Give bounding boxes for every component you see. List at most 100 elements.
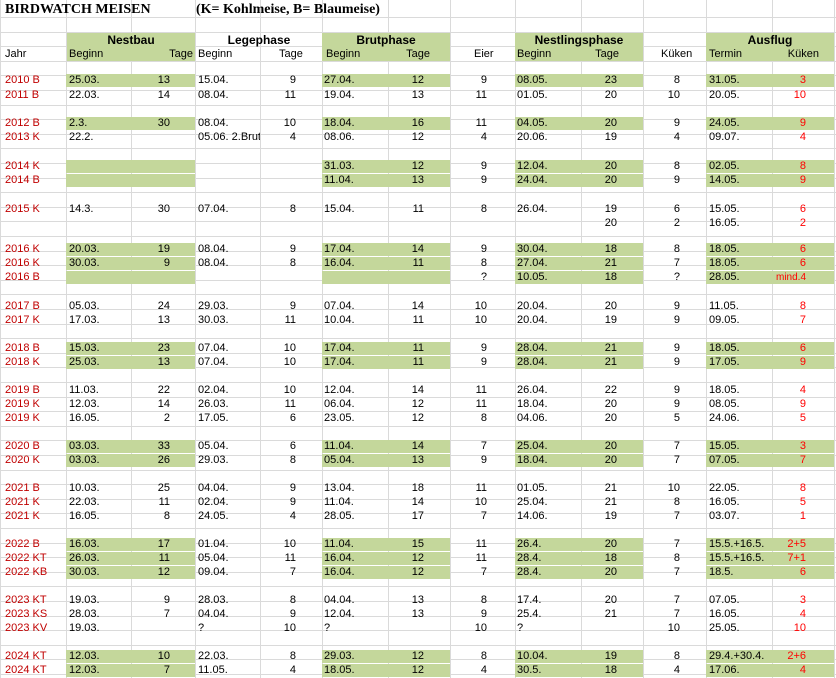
cell-lpt[interactable]: 11 [284, 552, 296, 564]
cell-lpt[interactable] [260, 174, 296, 187]
cell-nb[interactable]: 12.03. [69, 650, 100, 662]
cell-k[interactable]: 9 [673, 398, 680, 410]
cell-lpt[interactable]: 8 [289, 203, 296, 215]
cell-k[interactable]: 9 [673, 342, 680, 354]
cell-year[interactable]: 2023 KV [5, 622, 48, 634]
table-row[interactable]: 2021 K 22.03. 11 02.04. 9 11.04. 14 10 25.04. 21 8… [0, 496, 836, 509]
cell-bp[interactable]: 18.05. [324, 664, 355, 676]
cell-eier[interactable]: 10 [474, 300, 487, 312]
cell-np[interactable]: 28.04. [517, 356, 548, 368]
cell-eier[interactable]: 8 [480, 203, 487, 215]
cell-year[interactable]: 2022 KT [5, 552, 47, 564]
cell-lpt[interactable]: 9 [289, 482, 296, 494]
cell-bpt[interactable]: 11 [412, 257, 424, 269]
cell-ak[interactable]: 2+6 [787, 650, 806, 662]
cell-lp[interactable]: 05.04. [198, 552, 229, 564]
cell-lpt[interactable]: 10 [283, 342, 296, 354]
table-row[interactable]: 2024 KT 12.03. 7 11.05. 4 18.05. 12 4 30.5. 18 4 17… [0, 664, 836, 677]
cell-nbt[interactable] [131, 174, 170, 187]
cell-eier[interactable]: 7 [480, 440, 487, 452]
cell-year[interactable]: 2019 K [5, 398, 40, 410]
cell-termin[interactable]: 11.05. [709, 300, 739, 312]
cell-k[interactable]: 5 [673, 412, 680, 424]
cell-k[interactable]: 10 [667, 89, 680, 101]
cell-year[interactable] [5, 217, 65, 230]
cell-np[interactable]: 17.4. [517, 594, 542, 606]
cell-np[interactable]: 01.05. [517, 89, 548, 101]
cell-ak[interactable]: 10 [793, 89, 806, 101]
cell-bpt[interactable]: 13 [411, 174, 424, 186]
cell-year[interactable]: 2016 K [5, 257, 40, 269]
cell-ak[interactable]: 9 [799, 174, 806, 186]
cell-nb[interactable] [69, 217, 131, 230]
header-nestlingsphase[interactable]: Nestlingsphase [515, 33, 643, 47]
table-row[interactable]: 2017 B 05.03. 24 29.03. 9 07.04. 14 10 20.04. 20 9… [0, 300, 836, 313]
cell-nb[interactable]: 19.03. [69, 622, 100, 634]
cell-termin[interactable]: 25.05. [709, 622, 740, 634]
table-row[interactable]: 2016 K 20.03. 19 08.04. 9 17.04. 14 9 30.04. 18 8 1… [0, 243, 836, 256]
cell-np[interactable]: 20.06. [517, 131, 548, 143]
cell-k[interactable]: 9 [673, 356, 680, 368]
table-row[interactable]: 2016 K 30.03. 9 08.04. 8 16.04. 11 8 27.04. 21 7 18… [0, 257, 836, 270]
cell-npt[interactable]: 20 [604, 538, 617, 550]
cell-bp[interactable]: 18.04. [324, 117, 355, 129]
cell-nb[interactable]: 22.03. [69, 89, 100, 101]
cell-lpt[interactable]: 11 [284, 398, 296, 410]
cell-npt[interactable]: 20 [604, 117, 617, 129]
cell-npt[interactable]: 21 [604, 356, 617, 368]
cell-bpt[interactable]: 18 [411, 482, 424, 494]
cell-ak[interactable]: 6 [799, 243, 806, 255]
cell-bpt[interactable]: 12 [411, 398, 424, 410]
cell-bp[interactable] [324, 217, 388, 230]
cell-npt[interactable]: 18 [604, 243, 617, 255]
cell-nb[interactable] [69, 174, 131, 187]
cell-np[interactable]: ? [517, 622, 524, 634]
cell-nb[interactable]: 15.03. [69, 342, 100, 354]
cell-npt[interactable]: 21 [604, 257, 617, 269]
cell-nb[interactable] [69, 271, 131, 284]
cell-np[interactable]: 04.05. [517, 117, 548, 129]
cell-termin[interactable]: 20.05. [709, 89, 740, 101]
cell-termin[interactable]: 17.05. [709, 356, 740, 368]
cell-nb[interactable]: 16.03. [69, 538, 100, 550]
cell-npt[interactable]: 18 [604, 664, 617, 676]
cell-lpt[interactable]: 4 [289, 664, 296, 676]
cell-bp[interactable]: 08.06. [324, 131, 355, 143]
cell-nbt[interactable] [131, 217, 170, 230]
cell-nbt[interactable]: 13 [157, 74, 170, 86]
cell-nb[interactable]: 12.03. [69, 664, 100, 676]
cell-lp[interactable]: 30.03. [198, 314, 229, 326]
cell-nbt[interactable]: 30 [157, 117, 170, 129]
cell-nbt[interactable] [131, 271, 170, 284]
cell-bp[interactable]: 16.04. [324, 257, 355, 269]
cell-termin[interactable]: 07.05. [709, 594, 740, 606]
cell-npt[interactable]: 21 [604, 342, 617, 354]
cell-eier[interactable]: 9 [480, 74, 487, 86]
cell-np[interactable]: 08.05. [517, 74, 548, 86]
cell-npt[interactable]: 19 [604, 314, 617, 326]
cell-np[interactable]: 24.04. [517, 174, 548, 186]
cell-k[interactable]: 7 [673, 454, 680, 466]
cell-year[interactable]: 2019 K [5, 412, 40, 424]
cell-ak[interactable]: 6 [799, 257, 806, 269]
cell-k[interactable]: 8 [673, 160, 680, 172]
cell-lpt[interactable]: 10 [283, 538, 296, 550]
cell-npt[interactable]: 18 [604, 271, 617, 283]
cell-bp[interactable]: 27.04. [324, 74, 355, 86]
cell-nb[interactable]: 03.03. [69, 454, 100, 466]
cell-year[interactable]: 2022 B [5, 538, 40, 550]
cell-year[interactable]: 2017 K [5, 314, 40, 326]
cell-lpt[interactable]: 9 [289, 74, 296, 86]
cell-nbt[interactable]: 33 [157, 440, 170, 452]
cell-nb[interactable] [69, 160, 131, 173]
cell-lpt[interactable] [260, 160, 296, 173]
cell-bpt[interactable]: 14 [411, 384, 424, 396]
cell-bpt[interactable]: 12 [411, 412, 424, 424]
cell-termin[interactable]: 09.05. [709, 314, 740, 326]
cell-lpt[interactable]: 10 [283, 384, 296, 396]
cell-eier[interactable]: 11 [475, 398, 487, 410]
cell-ak[interactable]: 10 [793, 622, 806, 634]
cell-bp[interactable]: 16.04. [324, 566, 355, 578]
cell-bp[interactable]: 28.05. [324, 510, 355, 522]
cell-bp[interactable]: 11.04. [324, 440, 354, 452]
